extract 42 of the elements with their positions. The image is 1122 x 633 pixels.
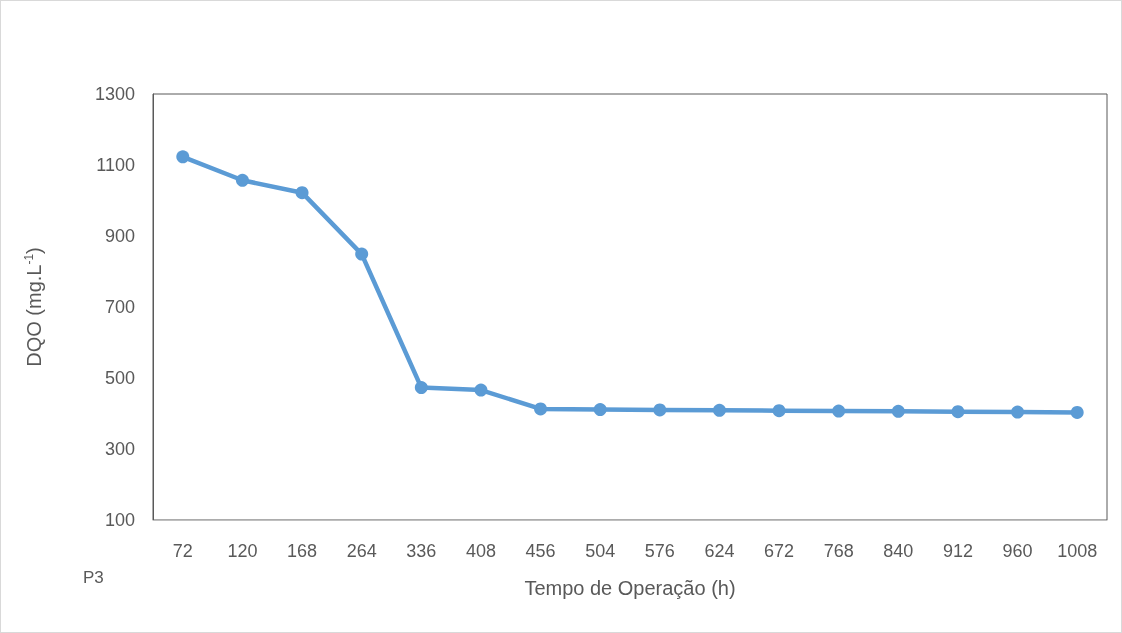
point [414,381,428,395]
point [712,403,726,417]
y-tick-label: 700 [104,297,135,317]
x-tick-label: 768 [823,541,854,561]
point [474,383,488,397]
point [1070,405,1084,419]
x-tick-label: 120 [227,541,258,561]
point [772,404,786,418]
point [653,403,667,417]
x-tick-label: 960 [1002,541,1033,561]
point [891,404,905,418]
x-tick-label: 408 [465,541,496,561]
point [593,403,607,417]
x-axis-title: Tempo de Operação (h) [524,577,736,599]
y-tick-label: 300 [104,439,135,459]
y-tick-label: 1300 [94,84,135,104]
y-axis-title: DQO (mg.L-1) [22,247,45,367]
x-tick-label: 336 [406,541,437,561]
point [295,186,309,200]
x-tick-label: 672 [764,541,795,561]
x-tick-label: 1008 [1057,541,1098,561]
point [951,405,965,419]
y-tick-label: 100 [104,510,135,530]
point [534,402,548,416]
point [1011,405,1025,419]
y-tick-label: 500 [104,368,135,388]
point [832,404,846,418]
x-tick-label: 576 [644,541,675,561]
x-tick-label: 912 [942,541,973,561]
x-tick-label: 168 [287,541,318,561]
y-tick-label: 1100 [96,155,135,175]
x-tick-label: 264 [346,541,377,561]
point [235,173,249,187]
x-tick-label: 840 [883,541,914,561]
x-tick-label: 72 [172,541,193,561]
x-tick-label: 504 [585,541,616,561]
text: P3 [83,568,104,587]
x-tick-label: 624 [704,541,735,561]
y-tick-label: 900 [104,226,135,246]
point [176,150,190,164]
point [355,247,369,261]
x-tick-label: 456 [525,541,556,561]
